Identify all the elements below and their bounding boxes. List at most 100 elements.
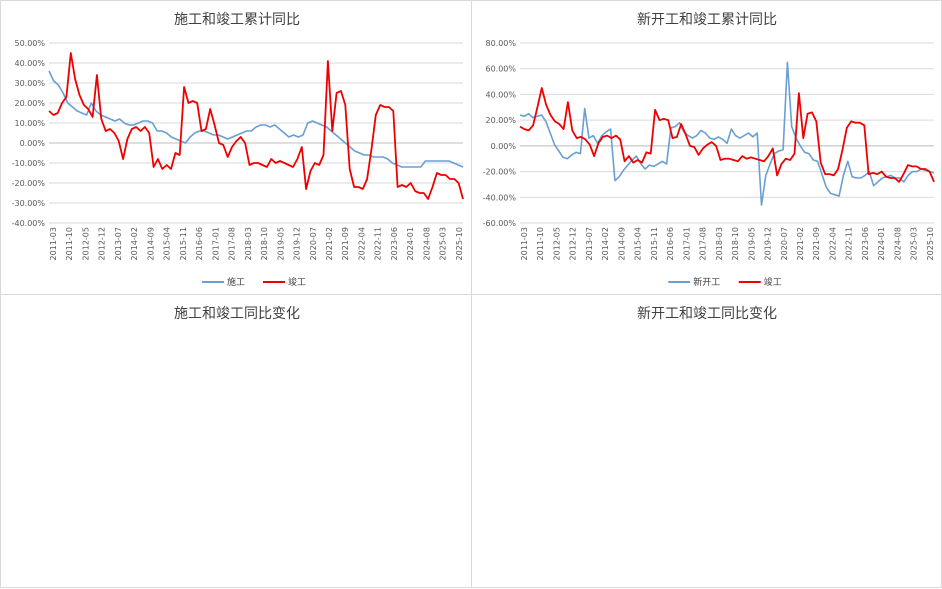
x-axis: 2011-03 2011-10 2012-05 2012-12 2013-07 2014-… [520, 227, 935, 260]
x-tick-label: 2018-03 [715, 227, 724, 260]
chart-construction-completion-cumulative: 施工和竣工累计同比 50.00% 40.00% 30.00% 20.00% 10.00%… [0, 0, 472, 295]
x-tick-label: 2011-10 [65, 227, 74, 260]
chart-title: 新开工和竣工累计同比 [637, 12, 777, 28]
x-tick-label: 2022-11 [845, 227, 854, 260]
x-tick-label: 2013-07 [585, 227, 594, 260]
x-tick-label: 2011-03 [49, 227, 58, 260]
series-line-blue [48, 70, 464, 168]
x-tick-label: 2016-06 [666, 227, 675, 260]
x-tick-label: 2020-07 [780, 227, 789, 260]
x-tick-label: 2019-05 [276, 227, 285, 260]
x-tick-label: 2025-03 [910, 227, 919, 260]
y-axis: 50.00% 40.00% 30.00% 20.00% 10.00% 0.00% -10.0… [12, 39, 46, 228]
x-tick-label: 2024-08 [893, 227, 902, 260]
x-tick-label: 2012-12 [569, 227, 578, 260]
series-lines [519, 61, 935, 206]
x-axis: 2011-03 2011-10 2012-05 2012-12 2013-07 2014-… [49, 227, 464, 260]
y-tick-label: 10.00% [14, 119, 45, 128]
y-tick-label: 50.00% [14, 39, 45, 48]
y-tick-label: 0.00% [491, 142, 517, 151]
y-axis: 80.00% 60.00% 40.00% 20.00% 0.00% -20.00% -40.… [483, 39, 517, 228]
x-tick-label: 2022-04 [828, 227, 837, 260]
y-tick-label: -40.00% [12, 219, 46, 228]
y-tick-label: 40.00% [14, 59, 45, 68]
legend-label: 新开工 [693, 276, 720, 288]
x-tick-label: 2015-11 [650, 227, 659, 260]
x-tick-label: 2012-12 [98, 227, 107, 260]
chart-title: 施工和竣工同比变化 [174, 306, 300, 322]
x-tick-label: 2017-01 [682, 227, 691, 260]
x-tick-label: 2020-07 [309, 227, 318, 260]
x-tick-label: 2013-07 [114, 227, 123, 260]
chart-title: 施工和竣工累计同比 [174, 12, 300, 28]
legend: 新开工 竣工 [668, 276, 782, 288]
chart-svg: 新开工和竣工累计同比 80.00% 60.00% 40.00% 20.00% 0.00%… [483, 12, 935, 288]
x-tick-label: 2012-05 [552, 227, 561, 260]
gridlines [520, 42, 934, 224]
legend-label: 竣工 [764, 276, 782, 288]
x-tick-label: 2018-10 [731, 227, 740, 260]
x-tick-label: 2016-06 [195, 227, 204, 260]
y-tick-label: 0.00% [20, 139, 46, 148]
y-tick-label: 60.00% [485, 65, 516, 74]
series-line-blue [519, 61, 935, 206]
x-tick-label: 2017-01 [211, 227, 220, 260]
x-tick-label: 2024-08 [422, 227, 431, 260]
x-tick-label: 2014-09 [146, 227, 155, 260]
x-tick-label: 2015-04 [163, 227, 172, 260]
x-tick-label: 2012-05 [81, 227, 90, 260]
legend-label: 竣工 [288, 276, 306, 288]
legend-label: 施工 [227, 276, 245, 288]
x-tick-label: 2025-10 [455, 227, 464, 260]
x-tick-label: 2023-06 [390, 227, 399, 260]
chart-svg: 施工和竣工同比变化 300.00%250.00%200.00%150.00%10… [174, 306, 300, 322]
x-tick-label: 2024-01 [877, 227, 886, 260]
chart-newstart-completion-cumulative: 新开工和竣工累计同比 80.00% 60.00% 40.00% 20.00% 0.00%… [471, 0, 942, 295]
x-tick-label: 2014-02 [601, 227, 610, 260]
series-line-red [519, 87, 935, 183]
y-tick-label: 80.00% [485, 39, 516, 48]
y-tick-label: 40.00% [485, 90, 516, 99]
x-tick-label: 2021-09 [341, 227, 350, 260]
chart-svg: 新开工和竣工同比变化 80.00%60.00%40.00%20.00%0.00%… [637, 306, 777, 322]
x-tick-label: 2021-02 [796, 227, 805, 260]
y-tick-label: -60.00% [483, 219, 517, 228]
x-tick-label: 2018-10 [260, 227, 269, 260]
legend: 施工 竣工 [202, 276, 306, 288]
x-tick-label: 2014-02 [130, 227, 139, 260]
x-tick-label: 2011-03 [520, 227, 529, 260]
x-tick-label: 2022-11 [374, 227, 383, 260]
x-tick-label: 2017-08 [699, 227, 708, 260]
y-tick-label: -20.00% [483, 168, 517, 177]
chart-construction-completion-yoy: 施工和竣工同比变化 300.00%250.00%200.00%150.00%10… [0, 294, 472, 588]
x-tick-label: 2015-11 [179, 227, 188, 260]
y-tick-label: 30.00% [14, 79, 45, 88]
x-tick-label: 2025-03 [439, 227, 448, 260]
chart-title: 新开工和竣工同比变化 [637, 306, 777, 322]
x-tick-label: 2025-10 [926, 227, 935, 260]
y-tick-label: -20.00% [12, 179, 46, 188]
x-tick-label: 2024-01 [406, 227, 415, 260]
chart-svg: 施工和竣工累计同比 50.00% 40.00% 30.00% 20.00% 10.00%… [12, 12, 464, 288]
y-tick-label: -30.00% [12, 199, 46, 208]
x-tick-label: 2017-08 [228, 227, 237, 260]
x-tick-label: 2021-09 [812, 227, 821, 260]
y-tick-label: 20.00% [14, 99, 45, 108]
x-tick-label: 2011-10 [536, 227, 545, 260]
x-tick-label: 2018-03 [244, 227, 253, 260]
series-lines [48, 52, 464, 200]
y-tick-label: -40.00% [483, 193, 517, 202]
y-tick-label: 20.00% [485, 116, 516, 125]
x-tick-label: 2019-05 [747, 227, 756, 260]
x-tick-label: 2014-09 [617, 227, 626, 260]
x-tick-label: 2023-06 [861, 227, 870, 260]
chart-newstart-completion-yoy: 新开工和竣工同比变化 80.00%60.00%40.00%20.00%0.00%… [471, 294, 942, 588]
series-line-red [48, 52, 464, 200]
y-tick-label: -10.00% [12, 159, 46, 168]
x-tick-label: 2021-02 [325, 227, 334, 260]
x-tick-label: 2015-04 [634, 227, 643, 260]
gridlines [49, 42, 463, 224]
x-tick-label: 2019-12 [293, 227, 302, 260]
x-tick-label: 2019-12 [764, 227, 773, 260]
x-tick-label: 2022-04 [357, 227, 366, 260]
